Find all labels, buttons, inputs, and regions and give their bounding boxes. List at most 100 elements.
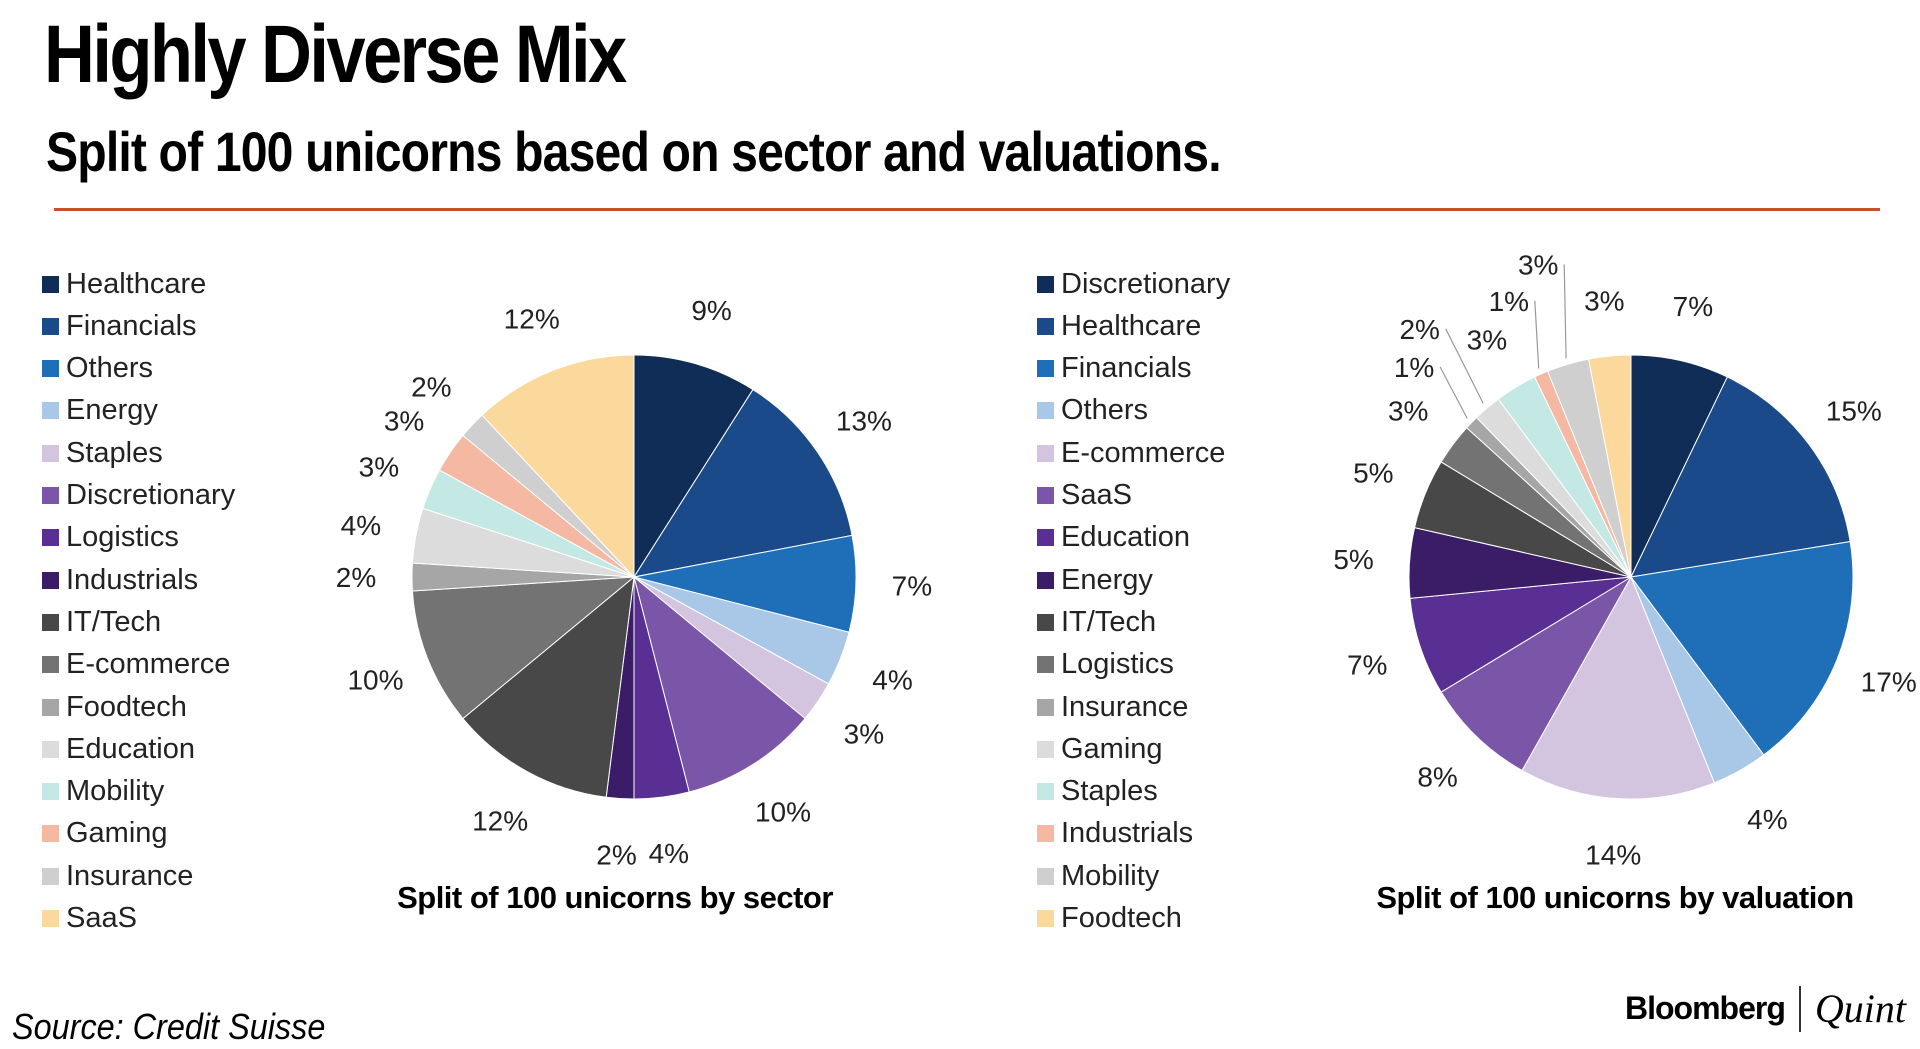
legend-label: Education xyxy=(66,732,195,765)
sector-pie-slice xyxy=(633,575,806,793)
brand-divider xyxy=(1798,985,1801,1032)
valuation-legend-item: E-commerce xyxy=(1037,435,1225,471)
legend-swatch xyxy=(1037,360,1054,378)
sector-legend-item: Staples xyxy=(42,435,163,471)
valuation-data-label: 4% xyxy=(1747,804,1787,835)
sector-data-label: 3% xyxy=(844,718,884,749)
legend-swatch xyxy=(42,825,59,843)
legend-swatch xyxy=(1037,867,1054,885)
legend-label: Others xyxy=(1061,394,1149,427)
sector-data-label: 10% xyxy=(347,664,403,695)
legend-swatch xyxy=(42,275,59,293)
sector-legend-item: Education xyxy=(42,731,195,767)
legend-swatch xyxy=(1037,825,1054,843)
legend-label: Financials xyxy=(66,309,197,342)
legend-label: Healthcare xyxy=(1061,309,1202,342)
legend-label: Mobility xyxy=(1061,859,1160,892)
legend-swatch xyxy=(1037,571,1054,589)
valuation-data-label: 5% xyxy=(1353,458,1393,489)
valuation-data-label: 15% xyxy=(1826,396,1882,427)
sector-legend-item: Others xyxy=(42,351,153,387)
valuation-legend-item: Industrials xyxy=(1037,816,1193,852)
legend-swatch xyxy=(42,487,59,504)
legend-swatch xyxy=(1037,444,1054,462)
valuation-data-label: 3% xyxy=(1518,250,1558,281)
valuation-data-label: 14% xyxy=(1585,839,1641,870)
valuation-data-label: 17% xyxy=(1861,666,1917,697)
valuation-data-label: 8% xyxy=(1417,762,1457,793)
valuation-legend-item: Healthcare xyxy=(1037,308,1201,344)
legend-swatch xyxy=(1037,275,1054,293)
valuation-data-label: 3% xyxy=(1467,324,1507,355)
legend-label: E-commerce xyxy=(66,648,231,681)
sector-pie-slice xyxy=(462,575,635,798)
valuation-pie-slice xyxy=(1440,575,1633,772)
sector-data-label: 2% xyxy=(596,840,636,871)
sector-data-label: 10% xyxy=(755,797,811,828)
valuation-pie-slice xyxy=(1630,354,1728,578)
valuation-pie-slice xyxy=(1630,376,1851,578)
valuation-legend-item: IT/Tech xyxy=(1037,604,1156,640)
valuation-legend-item: Education xyxy=(1037,520,1190,556)
sector-legend-item: Discretionary xyxy=(42,478,235,514)
valuation-pie-slice xyxy=(1409,576,1632,693)
sector-legend-item: Mobility xyxy=(42,774,164,810)
legend-label: Mobility xyxy=(66,775,165,808)
legend-swatch xyxy=(1037,910,1054,927)
valuation-legend-item: Energy xyxy=(1037,562,1153,598)
valuation-legend-item: SaaS xyxy=(1037,478,1132,514)
sector-legend-item: Financials xyxy=(42,308,197,344)
valuation-pie-slice xyxy=(1630,540,1854,756)
sector-data-label: 4% xyxy=(341,510,381,541)
sector-data-label: 3% xyxy=(359,452,399,483)
sector-legend-item: Foodtech xyxy=(42,689,187,725)
legend-label: Insurance xyxy=(1061,690,1189,723)
valuation-data-label: 7% xyxy=(1673,291,1713,322)
valuation-legend-item: Mobility xyxy=(1037,858,1159,894)
legend-swatch xyxy=(1037,656,1054,674)
brand-primary: Bloomberg xyxy=(1624,990,1786,1026)
legend-swatch xyxy=(42,910,59,927)
valuation-legend-item: Gaming xyxy=(1037,731,1163,767)
valuation-leader-line xyxy=(1534,300,1540,369)
sector-data-label: 13% xyxy=(836,406,892,437)
valuation-legend-item: Financials xyxy=(1037,351,1192,387)
legend-swatch xyxy=(1037,402,1054,420)
legend-swatch xyxy=(42,740,59,758)
legend-label: Logistics xyxy=(66,521,179,554)
legend-swatch xyxy=(1037,613,1054,631)
legend-label: Gaming xyxy=(1061,732,1163,765)
legend-label: Gaming xyxy=(66,817,168,850)
legend-swatch xyxy=(42,867,59,885)
sector-data-label: 12% xyxy=(504,304,560,335)
sector-pie-slice xyxy=(633,354,754,579)
legend-swatch xyxy=(1037,529,1054,547)
legend-swatch xyxy=(1037,698,1054,716)
legend-label: Healthcare xyxy=(66,267,207,300)
page-title: Highly Diverse Mix xyxy=(44,9,627,100)
legend-label: Logistics xyxy=(1061,648,1174,681)
legend-label: Discretionary xyxy=(66,479,236,511)
legend-label: Energy xyxy=(66,394,158,427)
sector-data-label: 7% xyxy=(892,571,932,602)
legend-swatch xyxy=(1037,487,1054,504)
valuation-chart-caption: Split of 100 unicorns by valuation xyxy=(1376,880,1854,915)
legend-label: Staples xyxy=(1061,775,1158,808)
sector-pie-slice xyxy=(481,354,635,579)
legend-swatch xyxy=(1037,317,1054,335)
brand-logo: Bloomberg Quint xyxy=(1625,985,1906,1032)
valuation-legend-item: Others xyxy=(1037,393,1148,429)
sector-data-label: 2% xyxy=(411,372,451,403)
valuation-data-label: 3% xyxy=(1584,285,1624,316)
legend-label: SaaS xyxy=(1061,479,1132,511)
legend-label: Insurance xyxy=(66,859,194,892)
legend-swatch xyxy=(42,529,59,547)
source-note: Source: Credit Suisse xyxy=(12,1006,326,1047)
valuation-legend-item: Logistics xyxy=(1037,647,1174,683)
page-subtitle: Split of 100 unicorns based on sector an… xyxy=(46,120,1222,183)
legend-swatch xyxy=(42,317,59,335)
legend-swatch xyxy=(1037,783,1054,801)
legend-label: IT/Tech xyxy=(1061,605,1157,638)
valuation-pie-slice xyxy=(1521,575,1715,800)
sector-legend-item: E-commerce xyxy=(42,647,230,683)
